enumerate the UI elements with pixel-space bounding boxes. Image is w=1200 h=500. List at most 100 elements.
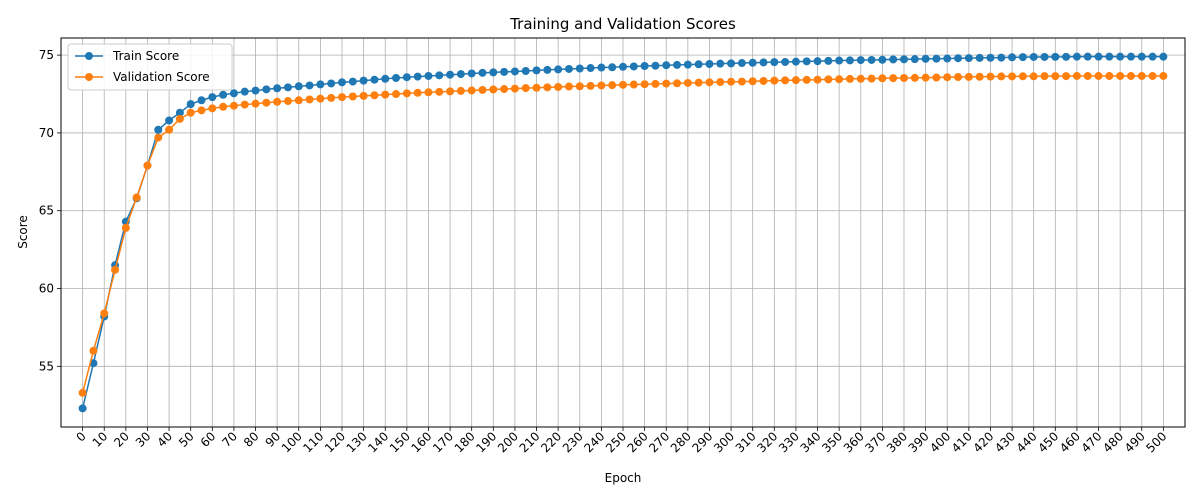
data-point-validation-score — [1051, 72, 1060, 81]
data-point-train-score — [900, 55, 908, 64]
data-point-validation-score — [781, 76, 790, 85]
data-point-validation-score — [175, 114, 184, 123]
data-point-validation-score — [835, 75, 844, 84]
data-point-train-score — [467, 69, 476, 78]
data-point-validation-score — [316, 94, 325, 103]
data-point-train-score — [435, 71, 444, 80]
data-point-train-score — [510, 67, 519, 76]
data-point-train-score — [1062, 52, 1071, 61]
data-point-train-score — [154, 125, 163, 134]
data-point-train-score — [500, 67, 509, 76]
data-point-train-score — [564, 64, 573, 73]
data-point-train-score — [575, 64, 584, 73]
data-point-validation-score — [186, 108, 195, 117]
data-point-validation-score — [294, 96, 303, 105]
data-point-validation-score — [348, 92, 357, 101]
legend-marker-validation — [85, 73, 93, 81]
x-axis-label: Epoch — [605, 471, 642, 485]
data-point-train-score — [165, 116, 174, 125]
data-point-validation-score — [889, 74, 898, 83]
legend-label-train: Train Score — [112, 49, 179, 63]
data-point-validation-score — [1105, 71, 1114, 80]
data-point-train-score — [997, 53, 1006, 62]
data-point-validation-score — [575, 82, 584, 91]
data-point-validation-score — [305, 95, 314, 104]
data-point-train-score — [640, 62, 649, 71]
data-point-train-score — [208, 93, 217, 102]
legend-label-validation: Validation Score — [113, 70, 210, 84]
data-point-train-score — [305, 81, 314, 90]
y-tick-label: 65 — [39, 204, 54, 218]
data-point-validation-score — [359, 91, 368, 100]
data-point-validation-score — [975, 72, 984, 81]
data-point-train-score — [673, 60, 682, 69]
data-point-train-score — [327, 79, 336, 88]
data-point-validation-score — [273, 97, 282, 106]
data-point-train-score — [802, 57, 811, 66]
data-point-train-score — [813, 57, 822, 66]
data-point-validation-score — [165, 125, 174, 134]
data-point-train-score — [608, 63, 617, 72]
data-point-validation-score — [283, 97, 292, 106]
data-point-validation-score — [510, 84, 519, 93]
data-point-validation-score — [1116, 71, 1125, 80]
data-point-train-score — [413, 72, 422, 81]
data-point-train-score — [1083, 52, 1092, 61]
data-point-train-score — [554, 65, 563, 74]
data-point-validation-score — [824, 75, 833, 84]
data-point-validation-score — [737, 77, 746, 86]
data-point-validation-score — [370, 91, 379, 100]
data-point-train-score — [197, 96, 206, 105]
data-point-validation-score — [121, 223, 130, 232]
data-point-train-score — [1116, 52, 1125, 61]
data-point-validation-score — [446, 87, 455, 96]
data-point-train-score — [316, 80, 325, 89]
data-point-validation-score — [435, 87, 444, 96]
data-point-train-score — [219, 90, 228, 99]
data-point-validation-score — [1159, 71, 1168, 80]
data-point-train-score — [489, 68, 498, 77]
data-point-validation-score — [467, 86, 476, 95]
y-tick-label: 55 — [39, 359, 54, 373]
data-point-train-score — [791, 57, 800, 66]
data-point-train-score — [1072, 52, 1081, 61]
data-point-train-score — [1040, 52, 1049, 61]
data-point-train-score — [543, 65, 552, 74]
data-point-validation-score — [424, 88, 433, 97]
data-point-validation-score — [1040, 72, 1049, 81]
data-point-train-score — [392, 73, 401, 82]
data-point-train-score — [910, 55, 919, 64]
data-point-train-score — [932, 54, 941, 63]
data-point-train-score — [705, 59, 714, 68]
data-point-train-score — [294, 82, 303, 91]
data-point-train-score — [824, 56, 833, 65]
data-point-validation-score — [1072, 71, 1081, 80]
data-point-train-score — [402, 73, 411, 82]
data-point-validation-score — [845, 74, 854, 83]
data-point-validation-score — [251, 99, 260, 108]
data-point-train-score — [878, 55, 887, 64]
data-point-validation-score — [132, 193, 141, 202]
data-point-validation-score — [456, 86, 465, 95]
data-point-validation-score — [683, 78, 692, 87]
data-point-validation-score — [727, 77, 736, 86]
data-point-train-score — [1148, 52, 1157, 61]
data-point-train-score — [986, 53, 995, 62]
data-point-train-score — [975, 53, 984, 62]
data-point-validation-score — [748, 77, 757, 86]
data-point-train-score — [781, 57, 790, 66]
data-point-validation-score — [1083, 71, 1092, 80]
data-point-train-score — [370, 75, 379, 84]
data-point-validation-score — [564, 82, 573, 91]
data-point-validation-score — [629, 80, 638, 89]
data-point-train-score — [835, 56, 844, 65]
data-point-train-score — [175, 108, 184, 117]
data-point-train-score — [1018, 53, 1027, 62]
data-point-train-score — [532, 66, 541, 75]
data-point-validation-score — [500, 85, 509, 94]
data-point-train-score — [78, 404, 87, 413]
data-point-train-score — [683, 60, 692, 69]
y-tick-label: 75 — [39, 48, 54, 62]
chart-title: Training and Validation Scores — [509, 15, 736, 33]
data-point-validation-score — [651, 79, 660, 88]
